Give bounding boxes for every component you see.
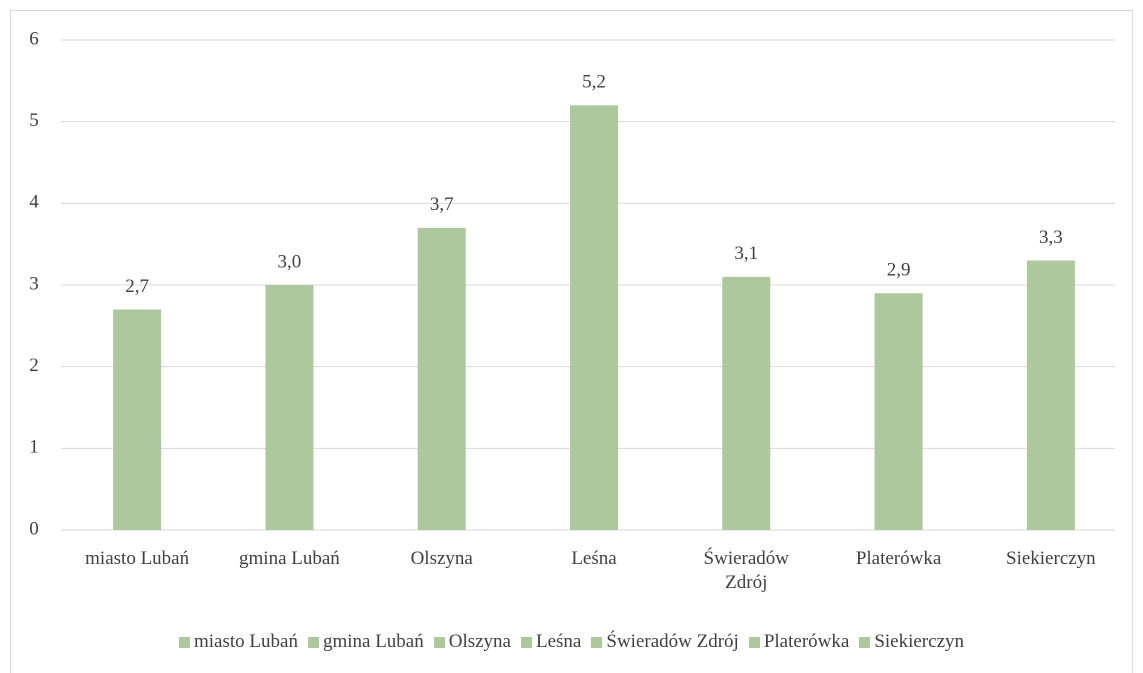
x-tick-label: gmina Lubań [239,548,340,569]
data-label: 3,3 [1039,227,1063,248]
data-label: 3,0 [278,251,302,272]
data-label: 3,1 [734,243,758,264]
x-tick-label: Olszyna [410,548,473,569]
data-label: 2,7 [125,276,149,297]
bar [1026,260,1075,530]
bar [874,293,923,530]
legend-swatch [748,636,760,648]
bar [417,227,466,531]
bar [570,105,618,530]
bar [265,285,314,530]
legend-item: Świeradów Zdrój [591,631,739,653]
data-label: 5,2 [582,72,606,93]
legend-label: Świeradów Zdrój [606,631,739,652]
x-tick-label: Siekierczyn [1006,548,1096,569]
y-tick-label: 1 [29,437,39,458]
legend-item: miasto Lubań [179,631,298,653]
x-tick-label: Świeradów Zdrój [703,548,790,593]
legend-item: Leśna [521,631,581,653]
y-tick-label: 3 [29,273,39,294]
y-tick-label: 4 [29,192,39,213]
x-tick-label: Leśna [571,548,617,569]
legend-label: gmina Lubań [322,631,424,652]
data-label: 3,7 [430,194,454,215]
legend: miasto Lubań gmina Lubań Olszyna Leśna Świer… [0,631,1143,653]
x-tick-label: miasto Lubań [85,548,190,569]
legend-swatch [591,636,603,648]
data-label: 2,9 [887,260,911,281]
y-tick-label: 2 [29,355,39,376]
x-tick-label: Platerówka [855,548,942,569]
legend-swatch [433,636,445,648]
y-tick-label: 5 [29,110,39,131]
legend-swatch [307,636,319,648]
bar [722,276,771,530]
legend-label: Olszyna [448,631,511,652]
legend-label: Leśna [536,631,582,652]
y-tick-label: 0 [29,518,39,539]
chart-border [10,10,1133,673]
legend-swatch [179,636,190,648]
legend-label: Platerówka [763,631,850,652]
legend-swatch [859,636,871,648]
y-tick-label: 6 [29,28,39,49]
legend-item: Platerówka [748,631,850,653]
legend-item: gmina Lubań [307,631,424,653]
legend-label: miasto Lubań [194,631,298,652]
legend-swatch [521,636,532,648]
legend-label: Siekierczyn [874,631,964,652]
legend-item: Olszyna [433,631,511,653]
legend-item: Siekierczyn [859,631,964,653]
bar [113,309,162,530]
